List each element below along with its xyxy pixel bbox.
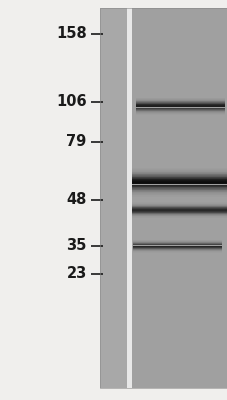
Bar xyxy=(132,195,227,196)
Bar xyxy=(132,186,227,187)
Bar xyxy=(132,185,227,186)
Bar xyxy=(132,196,227,197)
Bar xyxy=(132,182,227,183)
Bar xyxy=(132,169,227,170)
Bar xyxy=(136,99,224,100)
Bar xyxy=(136,100,224,101)
Bar xyxy=(136,103,224,104)
Text: 23: 23 xyxy=(66,266,86,282)
Text: 158: 158 xyxy=(56,26,86,42)
Bar xyxy=(136,113,224,114)
Bar xyxy=(136,106,224,107)
Bar xyxy=(136,104,224,105)
Text: 79: 79 xyxy=(66,134,86,150)
Bar xyxy=(132,171,227,172)
Bar xyxy=(132,192,227,193)
Text: 106: 106 xyxy=(56,94,86,110)
Bar xyxy=(132,175,227,176)
Bar xyxy=(136,98,224,99)
Bar xyxy=(132,178,227,179)
Bar xyxy=(132,181,227,182)
Bar xyxy=(136,101,224,102)
Bar xyxy=(132,193,227,194)
Bar xyxy=(132,187,227,188)
Bar xyxy=(100,8,126,388)
Bar xyxy=(136,108,224,109)
Bar xyxy=(132,170,227,171)
Bar xyxy=(136,112,224,113)
Bar xyxy=(136,107,224,108)
Bar xyxy=(132,173,227,174)
Bar xyxy=(132,189,227,190)
Bar xyxy=(132,180,227,181)
Text: 35: 35 xyxy=(66,238,86,254)
Bar xyxy=(132,191,227,192)
Bar xyxy=(132,174,227,175)
Bar xyxy=(136,109,224,110)
Bar xyxy=(136,102,224,103)
Bar xyxy=(132,177,227,178)
Bar xyxy=(132,184,227,185)
Bar xyxy=(132,8,227,388)
Bar xyxy=(100,8,227,388)
Bar xyxy=(132,190,227,191)
Bar xyxy=(136,111,224,112)
Bar xyxy=(132,168,227,169)
Text: 48: 48 xyxy=(66,192,86,208)
Bar xyxy=(132,179,227,180)
Bar xyxy=(132,172,227,173)
Bar xyxy=(132,183,227,184)
Bar xyxy=(136,114,224,115)
Bar xyxy=(136,105,224,106)
Bar xyxy=(136,110,224,111)
Bar xyxy=(132,194,227,195)
Bar xyxy=(132,188,227,189)
Bar xyxy=(126,8,132,388)
